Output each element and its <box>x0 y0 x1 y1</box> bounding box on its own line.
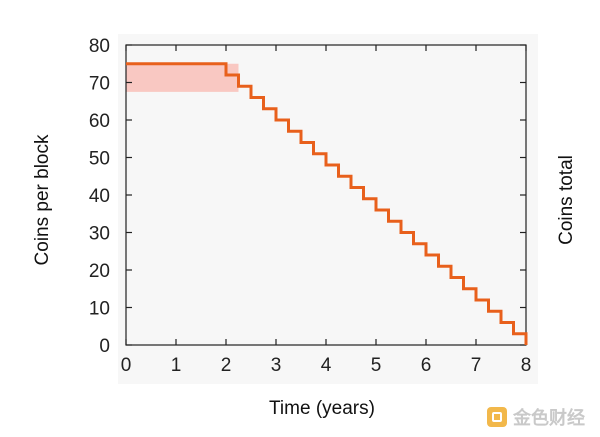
x-tick-label: 8 <box>521 355 532 376</box>
x-tick-label: 3 <box>271 355 282 376</box>
y-tick-label: 50 <box>89 149 110 170</box>
watermark: 金色财经 <box>487 404 585 430</box>
x-tick-label: 4 <box>321 355 332 376</box>
x-tick-label: 2 <box>221 355 232 376</box>
x-tick-label: 7 <box>471 355 482 376</box>
y-tick-label: 20 <box>89 261 110 282</box>
series-layer <box>126 62 528 345</box>
y-tick-label: 30 <box>89 224 110 245</box>
y2-axis-label: Coins total <box>556 155 577 245</box>
watermark-text: 金色财经 <box>513 408 585 429</box>
y-tick-label: 40 <box>89 186 110 207</box>
x-axis-label: Time (years) <box>269 398 375 419</box>
shaded-area <box>126 63 239 92</box>
shade-layer <box>126 63 239 92</box>
y-tick-label: 80 <box>89 36 110 57</box>
y-tick-label: 70 <box>89 74 110 95</box>
y-axis-label: Coins per block <box>32 134 53 265</box>
plot-background <box>118 34 538 384</box>
y-tick-label: 10 <box>89 299 110 320</box>
series-line <box>126 62 528 345</box>
x-tick-label: 0 <box>121 355 132 376</box>
x-tick-label: 5 <box>371 355 382 376</box>
y-tick-label: 0 <box>99 336 110 357</box>
watermark-logo-icon <box>487 407 507 427</box>
y-tick-label: 60 <box>89 111 110 132</box>
x-tick-label: 6 <box>421 355 432 376</box>
x-tick-label: 1 <box>171 355 182 376</box>
